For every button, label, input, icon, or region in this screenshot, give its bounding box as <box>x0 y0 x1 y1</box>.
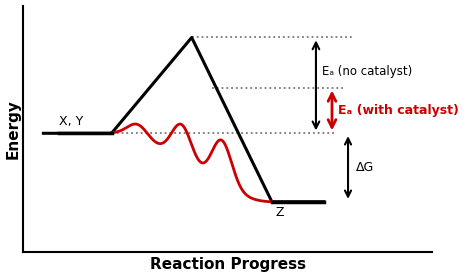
Y-axis label: Energy: Energy <box>6 99 20 159</box>
Text: Eₐ (with catalyst): Eₐ (with catalyst) <box>338 104 459 117</box>
X-axis label: Reaction Progress: Reaction Progress <box>150 257 306 272</box>
Text: Z: Z <box>276 206 284 219</box>
Text: ΔG: ΔG <box>356 161 374 174</box>
Text: X, Y: X, Y <box>59 115 83 128</box>
Text: Eₐ (no catalyst): Eₐ (no catalyst) <box>322 65 412 78</box>
